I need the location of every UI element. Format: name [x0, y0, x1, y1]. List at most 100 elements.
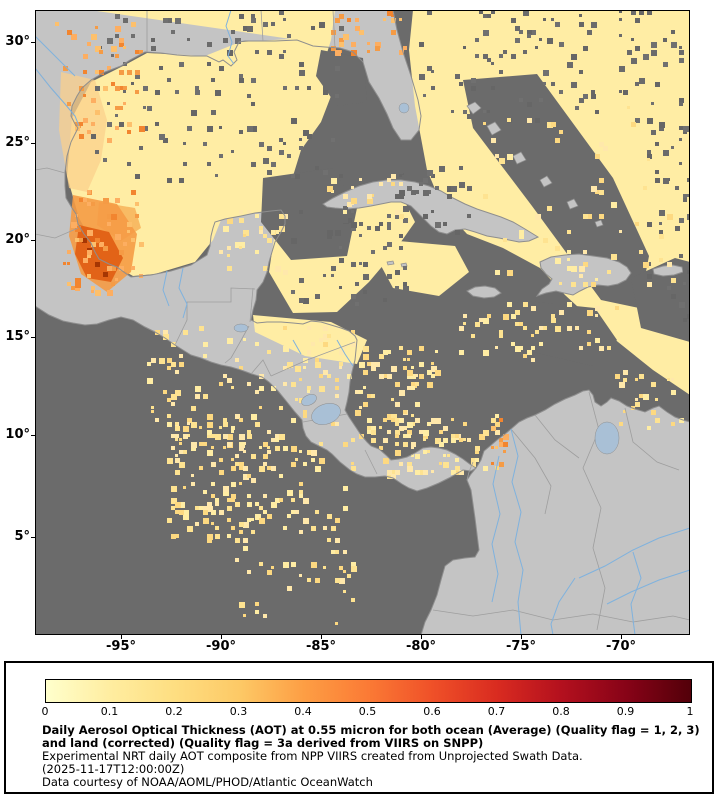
- aot-speckle: [327, 514, 332, 519]
- aot-speckle: [463, 422, 467, 426]
- aot-speckle: [95, 70, 99, 74]
- aot-speckle: [239, 218, 244, 223]
- aot-speckle: [191, 482, 195, 486]
- aot-speckle: [495, 422, 500, 427]
- aot-speckle: [611, 254, 617, 260]
- aot-speckle: [371, 438, 376, 443]
- aot-speckle: [79, 238, 83, 242]
- aot-speckle: [487, 58, 491, 62]
- aot-speckle: [483, 466, 488, 471]
- aot-speckle: [151, 38, 155, 42]
- aot-speckle: [239, 434, 245, 440]
- aot-speckle: [219, 126, 222, 129]
- aot-speckle: [379, 374, 384, 379]
- aot-speckle: [323, 526, 327, 530]
- aot-speckle: [175, 458, 180, 463]
- aot-speckle: [491, 86, 495, 90]
- aot-speckle: [175, 390, 181, 396]
- aot-speckle: [211, 110, 216, 115]
- aot-speckle: [71, 222, 77, 228]
- aot-speckle: [407, 186, 412, 191]
- aot-speckle: [451, 186, 457, 192]
- aot-speckle: [459, 82, 463, 86]
- aot-speckle: [631, 38, 634, 41]
- aot-speckle: [427, 370, 432, 375]
- aot-speckle: [351, 198, 357, 204]
- aot-speckle: [403, 426, 407, 430]
- aot-speckle: [263, 178, 268, 183]
- lake-nicaragua: [311, 403, 341, 425]
- aot-speckle: [315, 578, 320, 583]
- aot-speckle: [247, 570, 251, 574]
- colorbar-tick: 0.3: [229, 705, 248, 718]
- aot-speckle: [271, 466, 276, 471]
- aot-speckle: [403, 46, 407, 50]
- aot-speckle: [367, 50, 370, 53]
- small-island: [512, 151, 527, 165]
- aot-speckle: [55, 22, 59, 26]
- aot-speckle: [335, 622, 338, 625]
- aot-speckle: [387, 474, 392, 479]
- aot-speckle: [103, 246, 108, 251]
- aot-speckle: [427, 422, 431, 426]
- aot-speckle: [371, 194, 374, 197]
- aot-speckle: [391, 470, 396, 475]
- aot-speckle: [427, 10, 432, 15]
- aot-speckle: [259, 446, 262, 449]
- aot-speckle: [399, 18, 402, 21]
- aot-speckle: [263, 462, 267, 466]
- aot-speckle: [319, 374, 323, 378]
- aot-speckle: [127, 222, 132, 227]
- aot-speckle: [579, 70, 583, 74]
- aot-speckle: [283, 270, 288, 275]
- aot-speckle: [231, 494, 236, 499]
- aot-speckle: [75, 226, 81, 232]
- aot-speckle: [491, 138, 496, 143]
- aot-speckle: [451, 110, 454, 113]
- aot-speckle: [239, 418, 243, 422]
- aot-speckle: [163, 18, 168, 23]
- aot-speckle: [331, 46, 336, 51]
- aot-speckle: [239, 442, 245, 448]
- aot-speckle: [239, 366, 243, 370]
- axis-tick: [621, 635, 622, 639]
- aot-speckle: [239, 74, 243, 78]
- aot-speckle: [527, 102, 532, 107]
- land-south-america: [421, 390, 690, 635]
- aot-speckle: [111, 54, 114, 57]
- aot-speckle: [523, 50, 527, 54]
- aot-speckle: [235, 242, 241, 248]
- aot-speckle: [655, 398, 658, 401]
- island-jamaica: [466, 285, 502, 299]
- aot-speckle: [463, 46, 466, 49]
- aot-speckle: [323, 566, 326, 569]
- aot-speckle: [91, 202, 95, 206]
- aot-speckle: [523, 354, 527, 358]
- aot-speckle: [483, 110, 486, 113]
- aot-speckle: [619, 34, 622, 37]
- aot-speckle: [183, 486, 186, 489]
- aot-speckle: [419, 430, 423, 434]
- aot-speckle: [191, 446, 196, 451]
- aot-speckle: [475, 54, 479, 58]
- aot-speckle: [171, 486, 177, 492]
- aot-speckle: [343, 570, 346, 573]
- aot-speckle: [235, 538, 240, 543]
- aot-speckle: [511, 314, 516, 319]
- aot-speckle: [203, 518, 209, 524]
- aot-speckle: [351, 222, 357, 228]
- aot-speckle: [155, 330, 160, 335]
- aot-speckle: [303, 414, 307, 418]
- aot-speckle: [331, 178, 337, 184]
- aot-speckle: [147, 362, 151, 366]
- aot-speckle: [123, 86, 127, 90]
- aot-speckle: [387, 222, 391, 226]
- aot-speckle: [151, 406, 154, 409]
- legend-credit: Data courtesy of NOAA/AOML/PHOD/Atlantic…: [42, 775, 373, 789]
- aot-speckle: [351, 598, 355, 602]
- aot-speckle: [659, 210, 665, 216]
- aot-speckle: [299, 146, 303, 150]
- aot-speckle: [483, 318, 489, 324]
- aot-speckle: [415, 402, 420, 407]
- aot-speckle: [123, 242, 127, 246]
